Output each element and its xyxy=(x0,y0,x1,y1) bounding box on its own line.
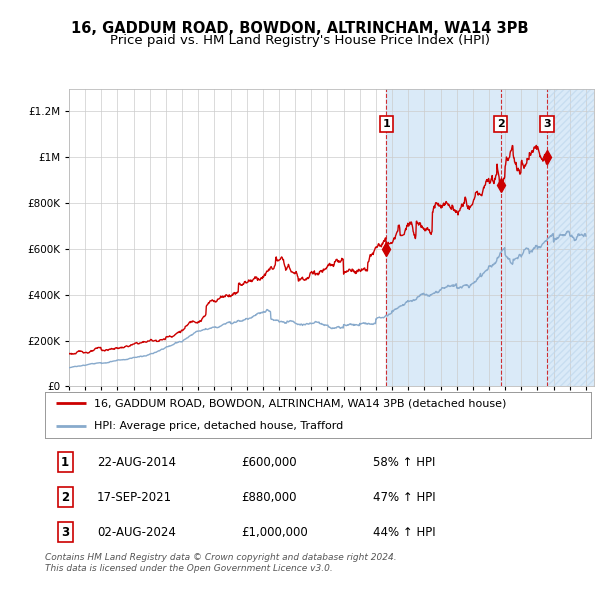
Text: HPI: Average price, detached house, Trafford: HPI: Average price, detached house, Traf… xyxy=(94,421,343,431)
Bar xyxy=(386,88,547,386)
Text: 16, GADDUM ROAD, BOWDON, ALTRINCHAM, WA14 3PB (detached house): 16, GADDUM ROAD, BOWDON, ALTRINCHAM, WA1… xyxy=(94,398,506,408)
Text: 17-SEP-2021: 17-SEP-2021 xyxy=(97,490,172,504)
Text: 1: 1 xyxy=(61,455,69,468)
Text: 3: 3 xyxy=(543,119,551,129)
Text: 02-AUG-2024: 02-AUG-2024 xyxy=(97,526,176,539)
Text: 58% ↑ HPI: 58% ↑ HPI xyxy=(373,455,435,468)
Text: Price paid vs. HM Land Registry's House Price Index (HPI): Price paid vs. HM Land Registry's House … xyxy=(110,34,490,47)
Bar xyxy=(547,88,594,386)
Text: £880,000: £880,000 xyxy=(242,490,297,504)
Text: 47% ↑ HPI: 47% ↑ HPI xyxy=(373,490,435,504)
Text: 2: 2 xyxy=(497,119,505,129)
Text: Contains HM Land Registry data © Crown copyright and database right 2024.
This d: Contains HM Land Registry data © Crown c… xyxy=(45,553,397,573)
Bar xyxy=(547,88,594,386)
Text: £1,000,000: £1,000,000 xyxy=(242,526,308,539)
Text: 2: 2 xyxy=(61,490,69,504)
Text: 16, GADDUM ROAD, BOWDON, ALTRINCHAM, WA14 3PB: 16, GADDUM ROAD, BOWDON, ALTRINCHAM, WA1… xyxy=(71,21,529,36)
Text: 44% ↑ HPI: 44% ↑ HPI xyxy=(373,526,435,539)
Text: 22-AUG-2014: 22-AUG-2014 xyxy=(97,455,176,468)
Text: 1: 1 xyxy=(382,119,390,129)
Text: 3: 3 xyxy=(61,526,69,539)
Text: £600,000: £600,000 xyxy=(242,455,297,468)
